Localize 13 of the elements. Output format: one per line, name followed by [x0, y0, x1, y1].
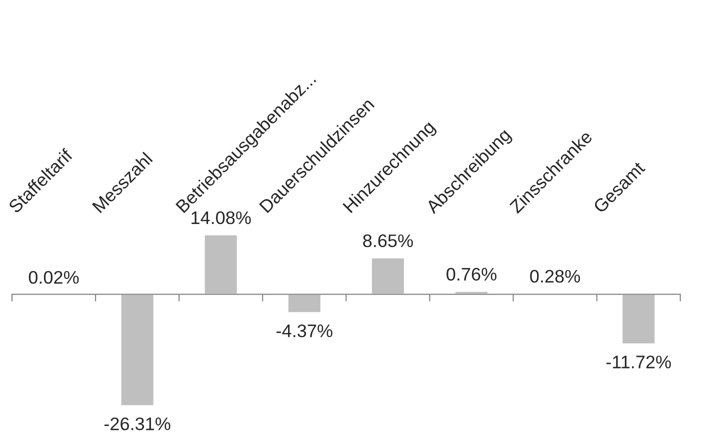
- data-label: -26.31%: [104, 417, 170, 430]
- data-label: 0.02%: [28, 270, 79, 284]
- data-label: 0.28%: [530, 270, 580, 283]
- bar: [286, 294, 322, 314]
- data-label: 8.65%: [363, 234, 413, 248]
- data-label: 0.76%: [446, 268, 496, 281]
- data-label: -11.72%: [606, 356, 671, 368]
- bar: [203, 234, 238, 296]
- bar: [370, 256, 406, 296]
- bar: [621, 294, 656, 345]
- data-label: -4.37%: [276, 324, 332, 338]
- bar: [120, 294, 155, 406]
- data-label: 14.08%: [192, 211, 251, 224]
